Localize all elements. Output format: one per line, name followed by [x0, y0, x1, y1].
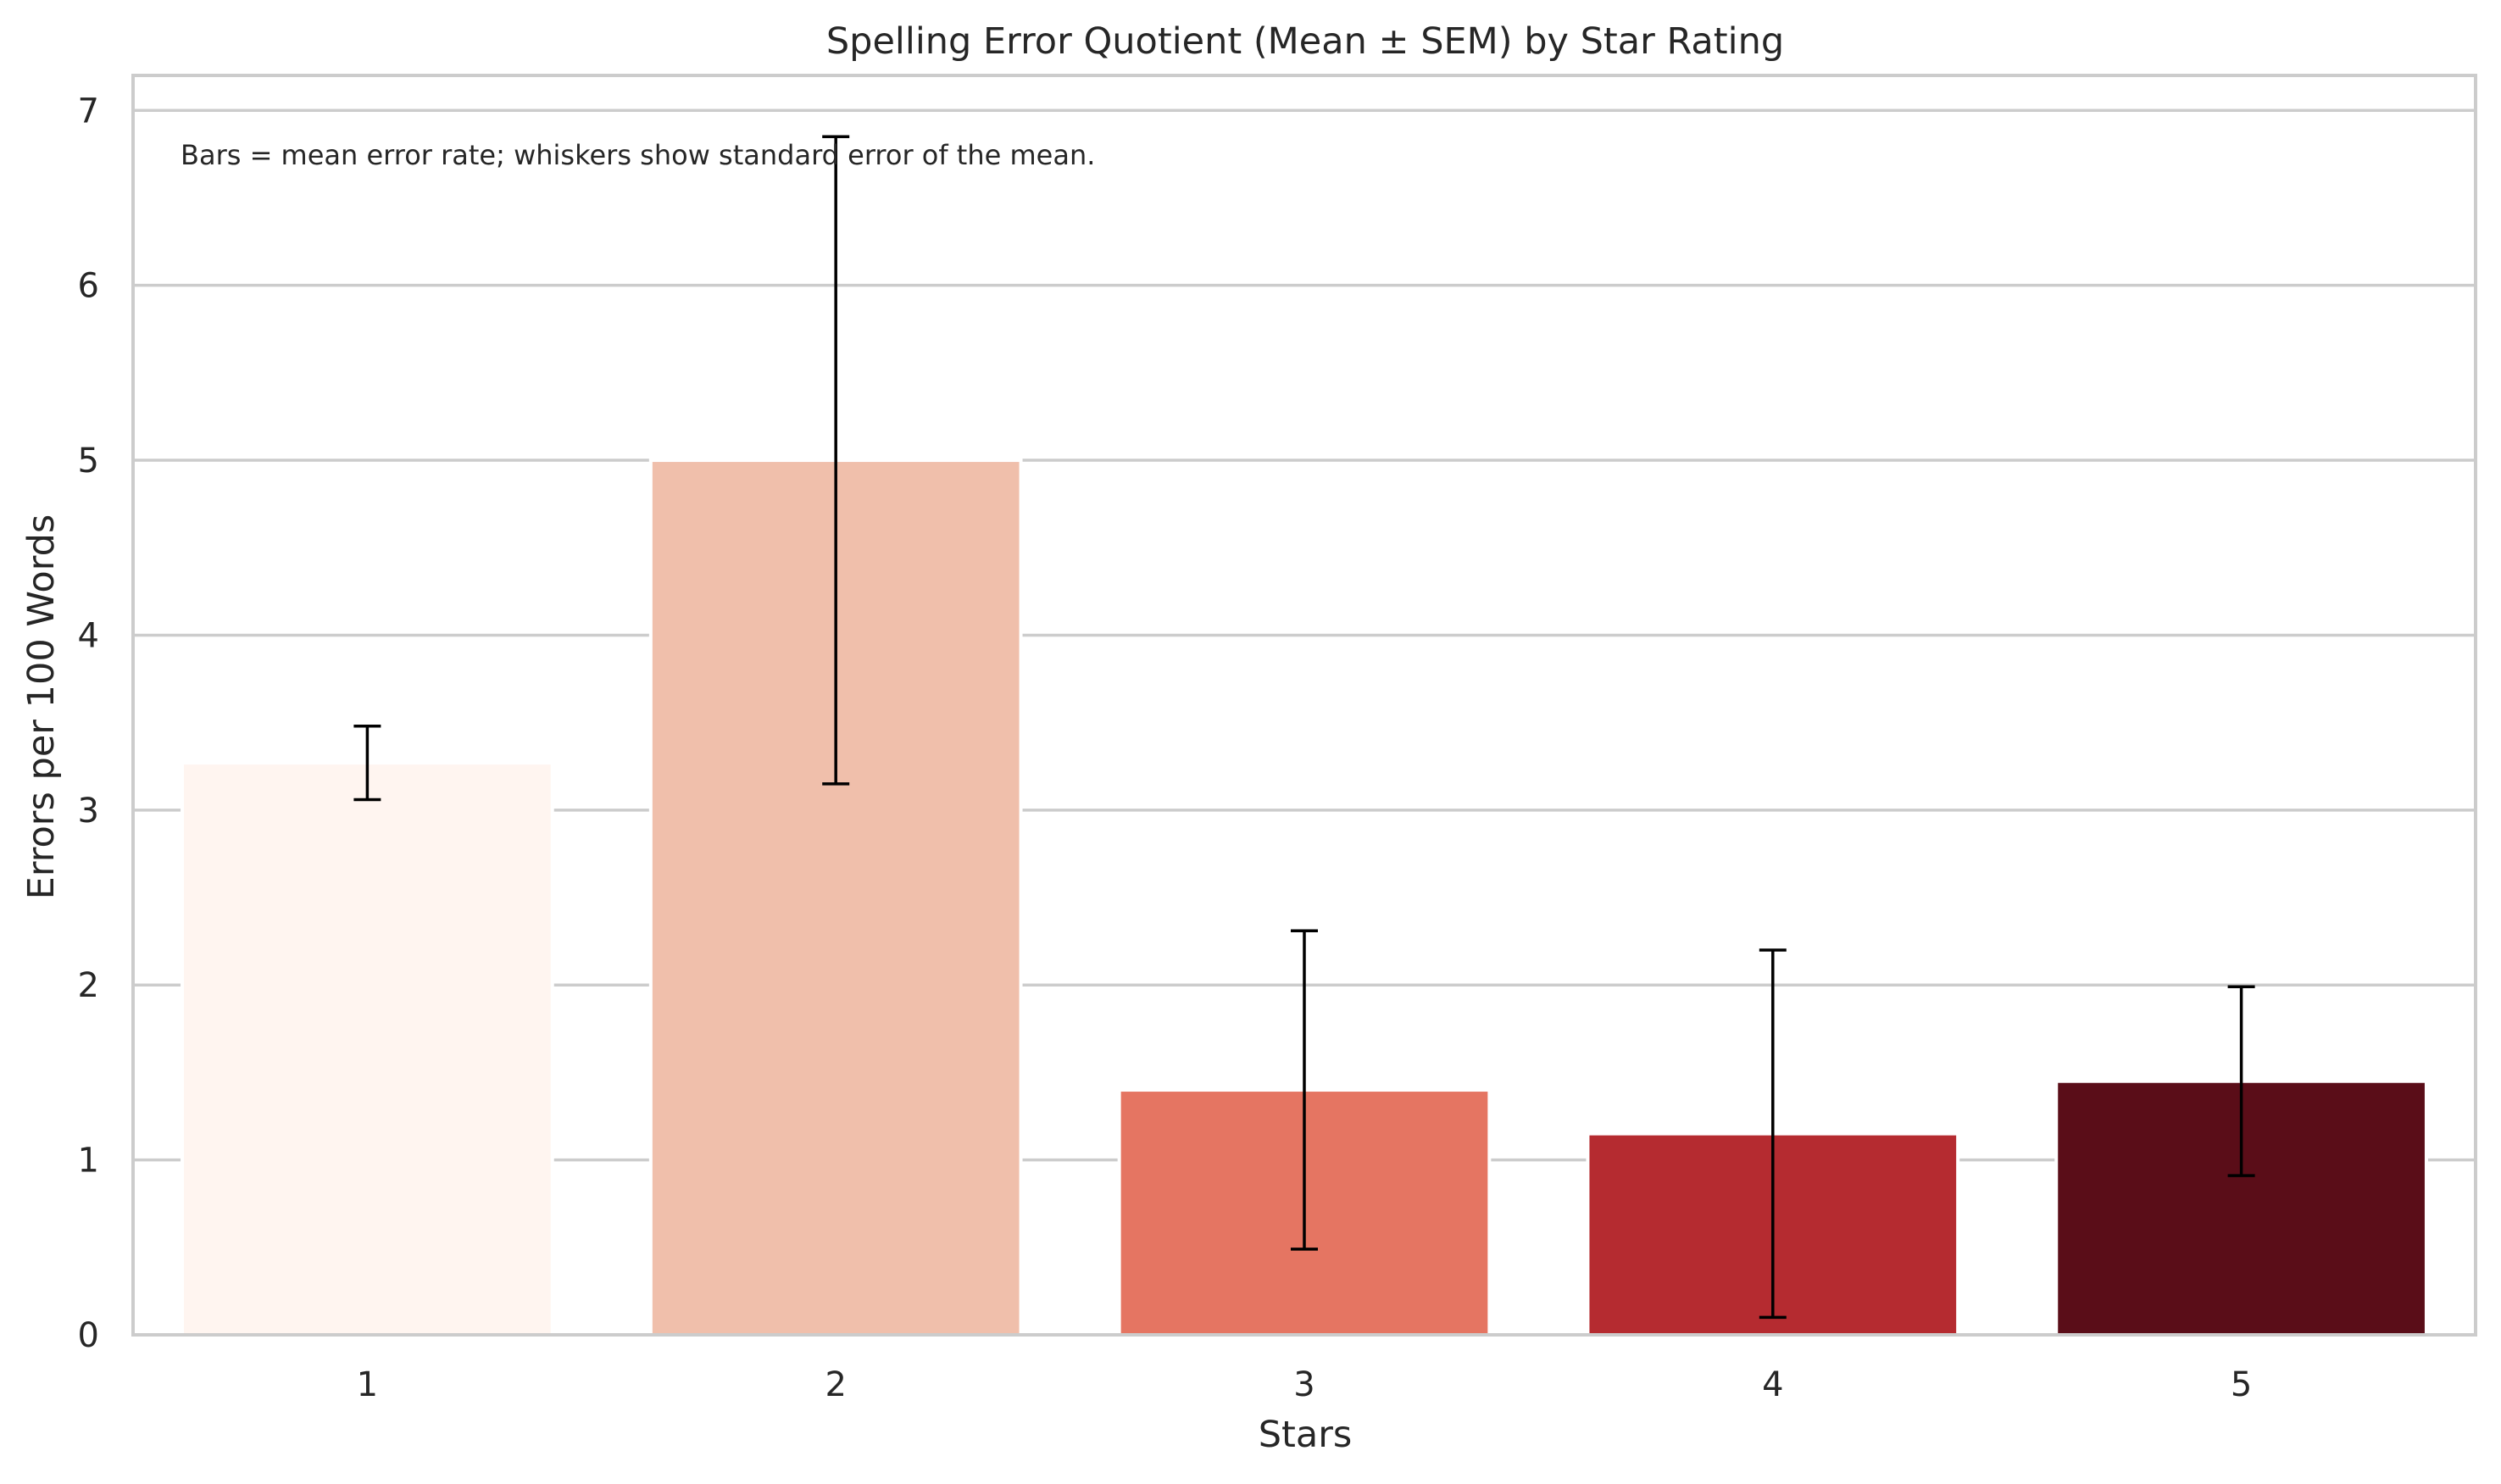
chart-title: Spelling Error Quotient (Mean ± SEM) by …: [826, 20, 1784, 63]
y-ticks: 0 1 2 3 4 5 6 7: [78, 92, 99, 1355]
y-tick-label: 7: [78, 92, 99, 131]
y-tick-label: 4: [78, 616, 99, 655]
y-tick-label: 1: [78, 1142, 99, 1181]
x-ticks: 1 2 3 4 5: [357, 1365, 2253, 1404]
y-tick-label: 6: [78, 267, 99, 306]
error-bar-2: [822, 135, 850, 786]
x-tick-label: 4: [1762, 1365, 1783, 1404]
error-bar-3: [1291, 929, 1318, 1251]
bar-1: [181, 761, 554, 1337]
x-axis-label: Stars: [1259, 1414, 1353, 1456]
error-bars: [353, 135, 2255, 1320]
y-axis-label: Errors per 100 Words: [20, 514, 63, 900]
y-tick-label: 5: [78, 442, 99, 481]
x-tick-label: 5: [2231, 1365, 2252, 1404]
error-bar-4: [1759, 948, 1787, 1320]
annotation-text: Bars = mean error rate; whiskers show st…: [181, 139, 1095, 171]
error-bar-1: [353, 725, 381, 802]
y-tick-label: 0: [78, 1316, 99, 1355]
y-tick-label: 2: [78, 966, 99, 1005]
x-tick-label: 1: [357, 1365, 378, 1404]
y-tick-label: 3: [78, 792, 99, 831]
plot-frame: [131, 74, 2477, 1337]
x-tick-label: 3: [1293, 1365, 1314, 1404]
x-tick-label: 2: [825, 1365, 846, 1404]
error-bar-5: [2227, 985, 2255, 1177]
